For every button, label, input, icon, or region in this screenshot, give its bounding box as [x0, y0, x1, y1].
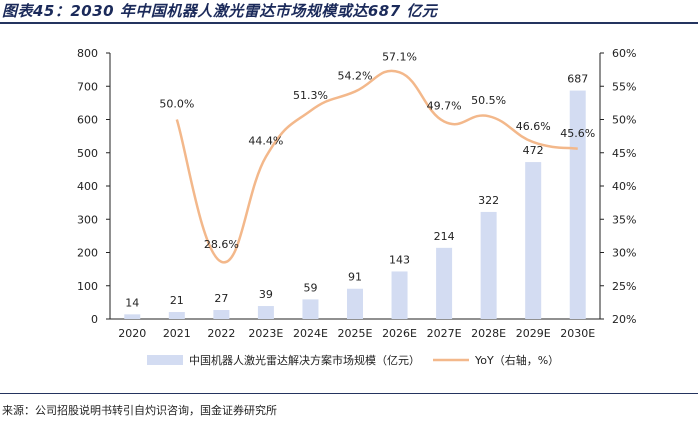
left-tick-label: 0	[91, 313, 98, 326]
bar	[124, 314, 141, 319]
bar-value-label: 14	[125, 296, 139, 309]
right-tick-label: 25%	[612, 280, 636, 293]
x-tick-label: 2028E	[471, 327, 506, 340]
bar-value-label: 687	[567, 73, 588, 86]
yoy-value-label: 50.0%	[159, 98, 194, 111]
yoy-value-label: 50.5%	[471, 94, 506, 107]
right-tick-label: 60%	[612, 47, 636, 60]
left-tick-label: 500	[77, 147, 98, 160]
source-rule	[0, 393, 698, 394]
right-tick-label: 30%	[612, 247, 636, 260]
right-tick-label: 35%	[612, 213, 636, 226]
bar	[302, 299, 319, 319]
bar	[480, 211, 497, 319]
bar-value-label: 472	[523, 144, 544, 157]
bar	[436, 247, 453, 319]
bar	[525, 162, 542, 319]
bar	[168, 312, 185, 319]
x-tick-label: 2030E	[560, 327, 595, 340]
left-tick-label: 800	[77, 47, 98, 60]
x-tick-label: 2023E	[248, 327, 283, 340]
data-labels: 14 21 27 39 59 91 143 214 322 472 687 50.0% 28.6% 44.…	[125, 50, 595, 309]
yoy-line	[175, 69, 578, 264]
bar-series	[124, 90, 586, 319]
bar-value-label: 27	[214, 292, 228, 305]
right-tick-label: 45%	[612, 147, 636, 160]
bar	[569, 90, 586, 319]
left-tick-label: 600	[77, 114, 98, 127]
yoy-value-label: 57.1%	[382, 50, 417, 63]
title-rule	[0, 22, 698, 24]
right-tick-label: 20%	[612, 313, 636, 326]
x-tick-label: 2020	[118, 327, 146, 340]
right-tick-label: 50%	[612, 114, 636, 127]
left-tick-label: 400	[77, 180, 98, 193]
legend-line-label: YoY（右轴，%）	[474, 353, 559, 367]
source-note: 来源：公司招股说明书转引自灼识咨询，国金证券研究所	[2, 404, 277, 417]
yoy-value-label: 28.6%	[204, 238, 239, 251]
yoy-value-label: 49.7%	[427, 99, 462, 112]
combo-chart: 0 100 200 300 400 500 600 700 800 20% 25% 30% 35% 40%…	[77, 47, 636, 367]
bar	[391, 271, 408, 319]
yoy-line-series	[175, 69, 578, 264]
yoy-value-label: 46.6%	[516, 120, 551, 133]
yoy-value-label: 54.2%	[338, 70, 373, 83]
x-tick-label: 2025E	[338, 327, 373, 340]
bar-value-label: 143	[389, 253, 410, 266]
x-tick-label: 2021	[163, 327, 191, 340]
yoy-value-label: 44.4%	[248, 135, 283, 148]
legend-bar-label: 中国机器人激光雷达解决方案市场规模（亿元）	[189, 353, 420, 367]
right-tick-label: 55%	[612, 80, 636, 93]
bar-value-label: 59	[303, 281, 317, 294]
bar	[257, 306, 274, 319]
right-tick-label: 40%	[612, 180, 636, 193]
left-tick-label: 100	[77, 280, 98, 293]
bar-value-label: 39	[259, 288, 273, 301]
bar-value-label: 91	[348, 271, 362, 284]
x-tick-label: 2027E	[427, 327, 462, 340]
yoy-value-label: 51.3%	[293, 89, 328, 102]
bar-value-label: 21	[170, 294, 184, 307]
left-tick-label: 300	[77, 213, 98, 226]
chart-title: 图表45：2030 年中国机器人激光雷达市场规模或达687 亿元	[2, 2, 438, 20]
bar	[213, 310, 230, 319]
bar	[347, 288, 363, 319]
bar-value-label: 214	[434, 230, 455, 243]
legend-bar-swatch	[147, 355, 183, 365]
legend: 中国机器人激光雷达解决方案市场规模（亿元） YoY（右轴，%）	[147, 353, 559, 367]
left-tick-label: 700	[77, 80, 98, 93]
yoy-value-label: 45.6%	[560, 127, 595, 140]
chart-axes: 0 100 200 300 400 500 600 700 800 20% 25% 30% 35% 40%…	[77, 47, 636, 340]
x-tick-label: 2029E	[516, 327, 551, 340]
x-tick-label: 2026E	[382, 327, 417, 340]
bar-value-label: 322	[478, 194, 499, 207]
x-tick-label: 2024E	[293, 327, 328, 340]
left-tick-label: 200	[77, 247, 98, 260]
x-tick-label: 2022	[207, 327, 235, 340]
